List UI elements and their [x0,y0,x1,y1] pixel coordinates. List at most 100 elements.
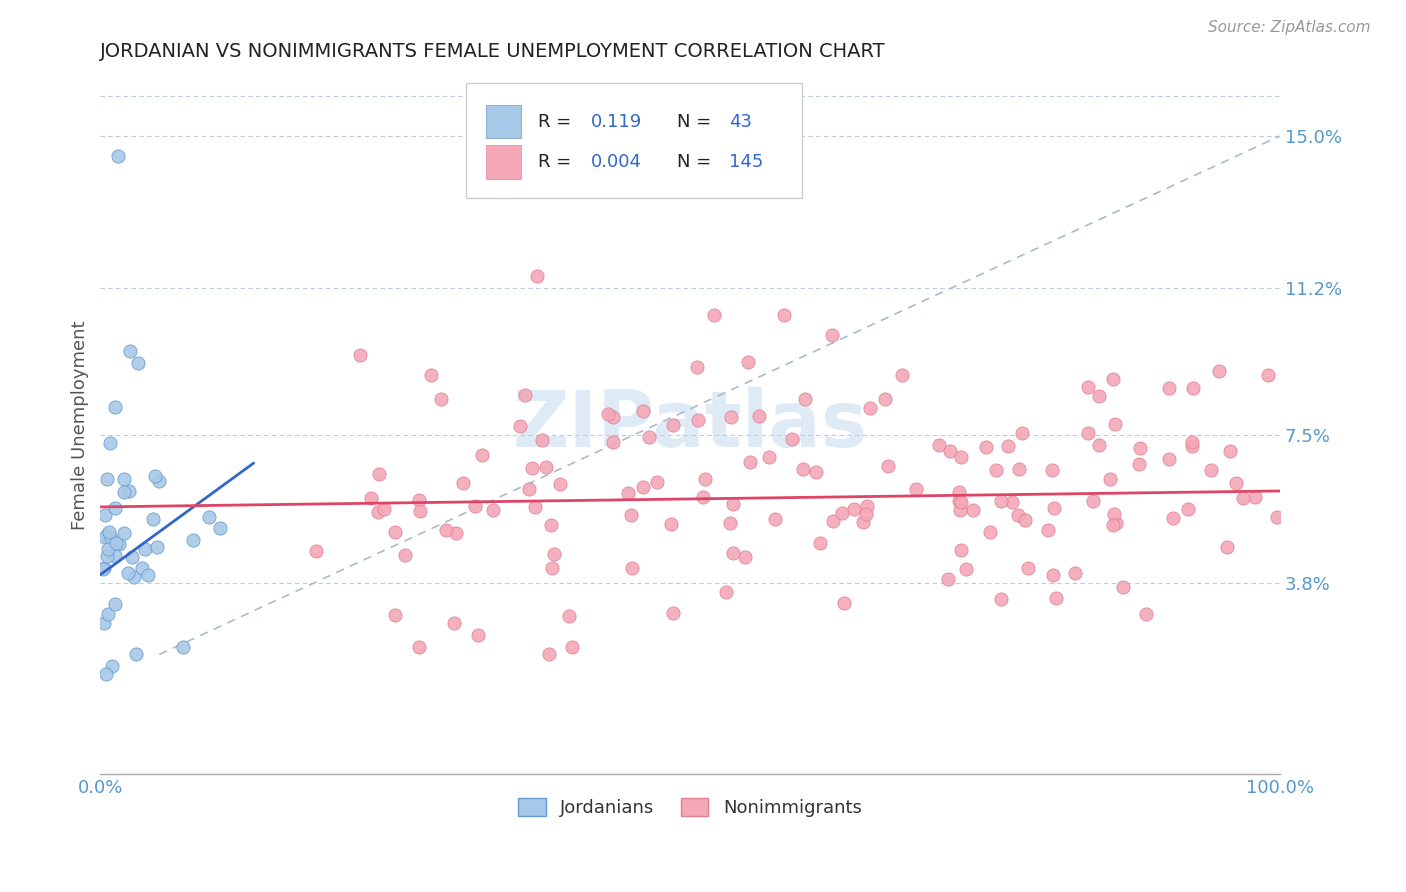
Point [112,485,135,500]
Point [738,454,761,468]
Point [1101,517,1123,532]
Point [1007,508,1029,523]
Point [464,499,486,513]
Point [617,486,640,500]
Point [773,309,796,323]
Point [368,467,391,482]
Point [96,528,118,542]
Point [96,472,118,486]
Point [662,418,685,433]
Point [1257,368,1279,383]
Point [384,524,406,539]
Point [537,648,560,662]
Point [558,609,581,624]
Point [93,530,115,544]
Point [143,469,166,483]
Point [430,392,453,406]
Point [105,536,128,550]
Point [1244,491,1267,505]
Text: N =: N = [678,112,717,130]
Text: N =: N = [678,153,717,171]
Point [1088,438,1111,452]
Point [543,547,565,561]
Point [686,413,709,427]
Point [984,463,1007,477]
Point [737,355,759,369]
Point [990,494,1012,508]
Text: 0.119: 0.119 [591,112,643,130]
Point [938,444,960,458]
Point [209,521,232,535]
Point [93,615,115,630]
Point [394,548,416,562]
Point [97,607,120,622]
Point [598,408,620,422]
Point [1208,363,1230,377]
Point [94,508,117,522]
Point [103,401,125,415]
Point [125,648,148,662]
Point [118,484,141,499]
Point [93,561,115,575]
Point [1077,426,1099,441]
Point [1102,507,1125,521]
Point [127,356,149,370]
Y-axis label: Female Unemployment: Female Unemployment [72,320,89,530]
Point [662,606,685,620]
Point [548,476,571,491]
Point [793,392,815,407]
Point [852,515,875,529]
Point [891,368,914,383]
Point [855,508,877,522]
Point [541,560,564,574]
Text: Source: ZipAtlas.com: Source: ZipAtlas.com [1208,20,1371,35]
Text: 145: 145 [728,153,763,171]
Point [1182,381,1205,395]
Point [408,640,430,654]
Point [948,493,970,508]
Point [631,480,654,494]
Point [540,517,562,532]
Point [1232,491,1254,506]
Text: 0.004: 0.004 [591,153,643,171]
Point [1225,475,1247,490]
Point [979,524,1001,539]
Point [98,524,121,539]
Point [104,549,127,564]
Point [172,640,194,654]
Point [974,440,997,454]
Point [1157,381,1180,395]
Point [695,472,717,486]
Point [471,448,494,462]
Point [131,561,153,575]
Point [997,439,1019,453]
Point [1181,435,1204,450]
Point [714,584,737,599]
Point [181,533,204,547]
FancyBboxPatch shape [465,83,803,198]
Text: 43: 43 [728,112,752,130]
FancyBboxPatch shape [486,145,522,178]
Point [1014,513,1036,527]
Point [467,627,489,641]
Point [638,429,661,443]
Point [1112,580,1135,594]
Point [444,525,467,540]
Point [1199,463,1222,477]
Point [734,549,756,564]
Point [91,561,114,575]
Point [949,503,972,517]
Point [1104,417,1126,431]
Point [121,550,143,565]
Point [1098,473,1121,487]
Point [509,419,531,434]
Point [703,309,725,323]
Text: R =: R = [538,112,576,130]
Point [1064,566,1087,580]
Point [1017,560,1039,574]
Point [859,401,882,416]
Point [1087,389,1109,403]
Point [936,572,959,586]
Point [443,615,465,630]
Point [718,516,741,531]
